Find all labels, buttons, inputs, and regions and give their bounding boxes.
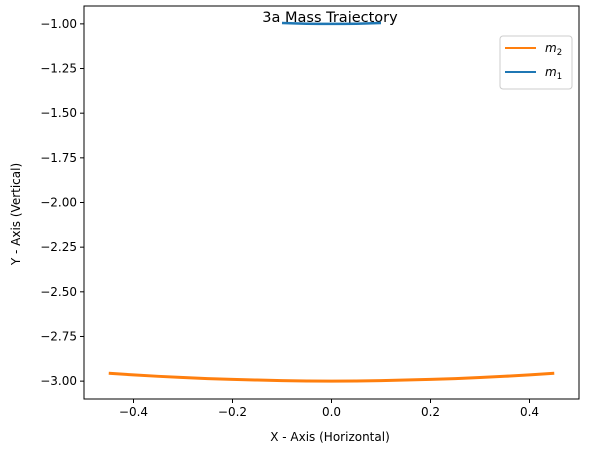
x-tick-label: −0.2 [218, 405, 247, 419]
series-line-m1 [281, 21, 382, 26]
legend-label-m1-sub: 1 [557, 72, 562, 82]
series-layer [108, 21, 555, 383]
y-tick-label: −2.00 [40, 196, 77, 210]
x-tick-label: 0.2 [421, 405, 440, 419]
legend: m2 m1 [499, 35, 573, 90]
y-tick-label: −2.25 [40, 240, 77, 254]
legend-label-m2-base: m [545, 41, 557, 55]
legend-label-m2: m2 [545, 41, 562, 58]
y-tick-label: −1.75 [40, 151, 77, 165]
y-tick-label: −1.00 [40, 17, 77, 31]
y-tick-label: −2.75 [40, 329, 77, 343]
y-tick-label: −1.50 [40, 106, 77, 120]
series-line-m2 [108, 371, 555, 383]
legend-box [499, 35, 573, 90]
y-tick-label: −1.25 [40, 62, 77, 76]
y-tick-label: −2.50 [40, 285, 77, 299]
legend-label-m1-base: m [545, 65, 557, 79]
y-axis-ticks: −1.00 −1.25 −1.50 −1.75 −2.00 −2.25 −2.50 −2.75… [40, 17, 84, 388]
x-tick-label: 0.0 [322, 405, 341, 419]
x-axis-ticks: −0.4 −0.2 0.0 0.2 0.4 [119, 399, 539, 419]
x-axis-label: X - Axis (Horizontal) [270, 430, 390, 444]
plot-area-frame [83, 5, 580, 400]
x-tick-label: 0.4 [520, 405, 539, 419]
y-axis-label: Y - Axis (Vertical) [9, 163, 23, 266]
legend-label-m2-sub: 2 [557, 48, 562, 58]
legend-label-m1: m1 [545, 65, 562, 82]
chart-title: 3a Mass Trajectory [262, 10, 398, 26]
x-tick-label: −0.4 [119, 405, 148, 419]
y-tick-label: −3.00 [40, 374, 77, 388]
